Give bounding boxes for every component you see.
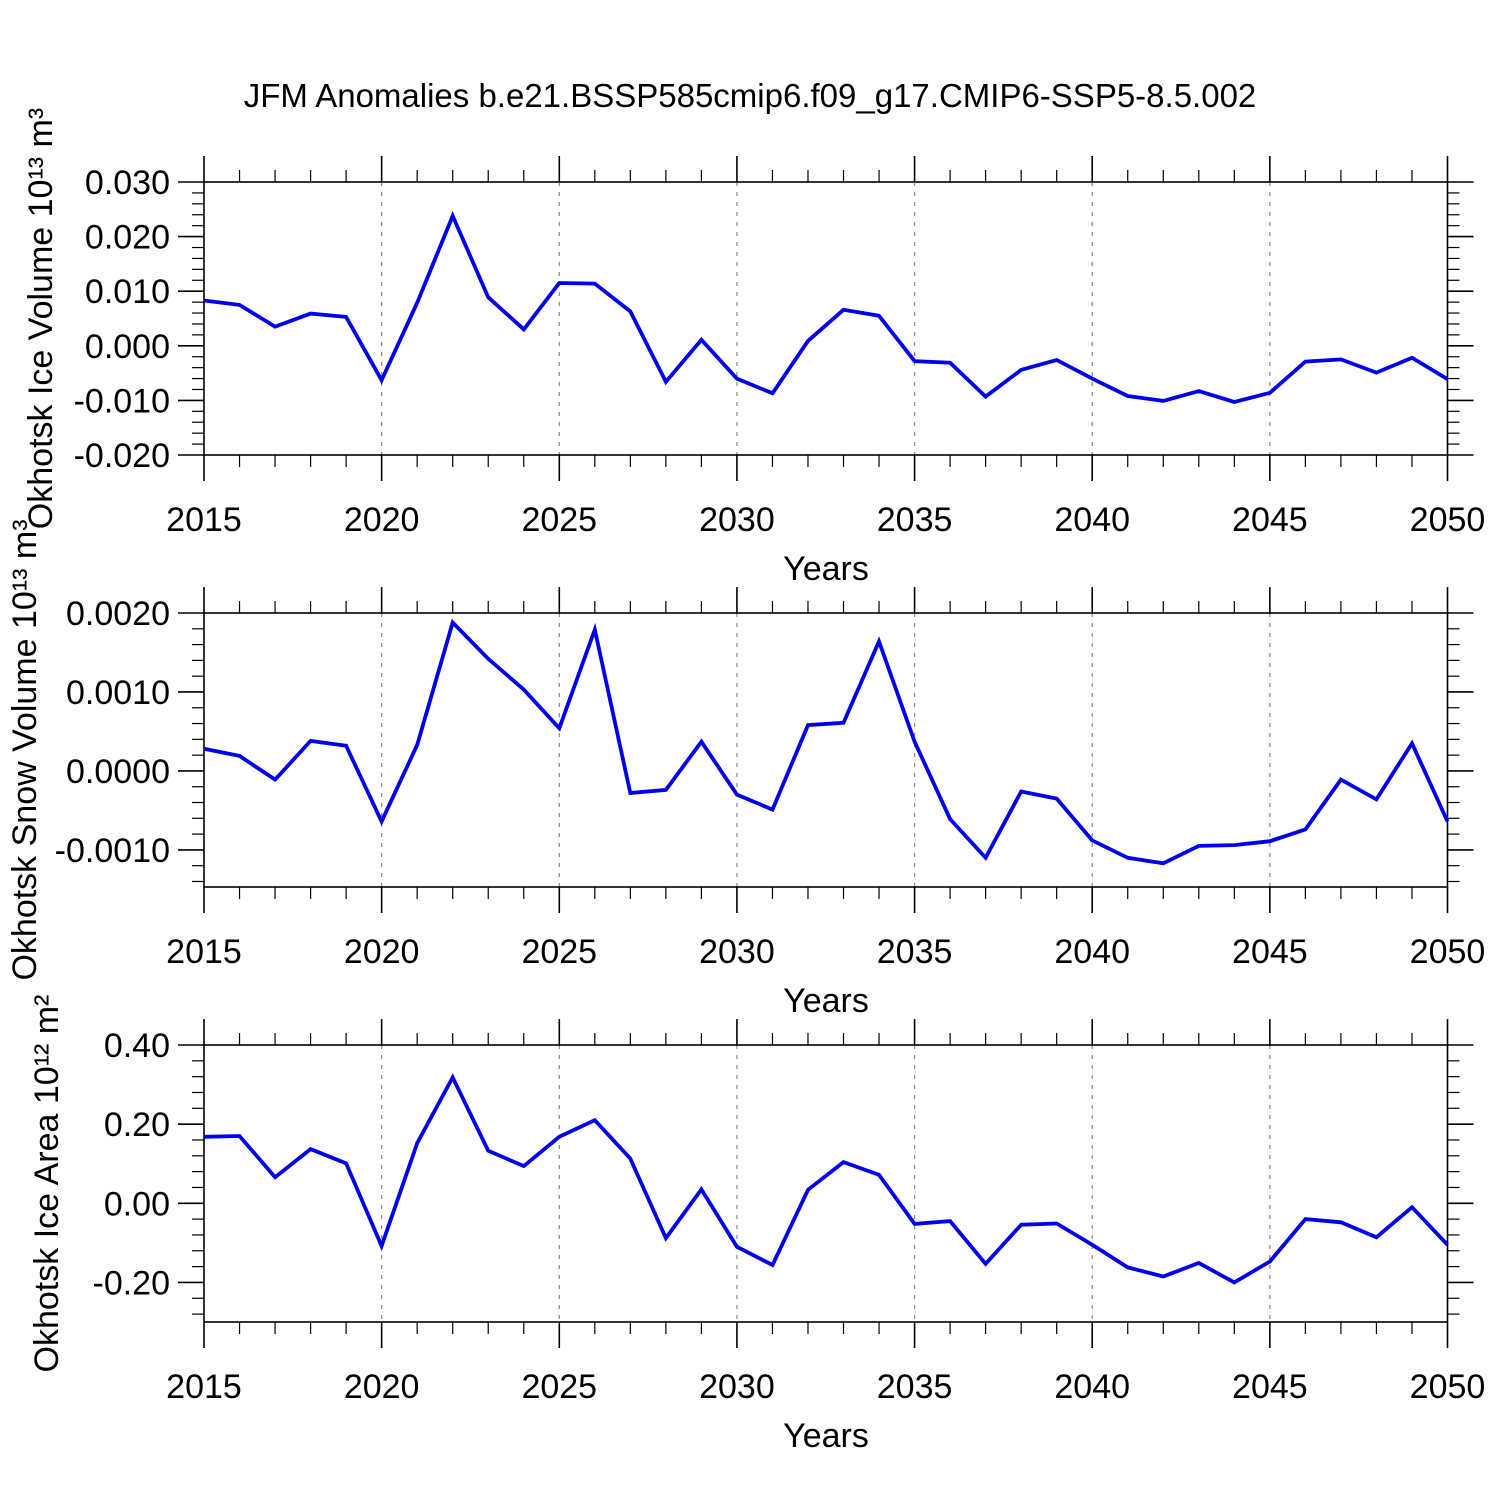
chart-title: JFM Anomalies b.e21.BSSP585cmip6.f09_g17… (244, 77, 1257, 114)
x-axis-title-ice-volume: Years (783, 550, 869, 588)
x-tick-label: 2025 (521, 933, 597, 971)
panel-ice-volume: -0.020 -0.010 0.000 0.010 0.020 0.030 2015 2020… (74, 156, 1486, 539)
x-tick-label: 2025 (521, 1368, 597, 1406)
x-tick-label: 2025 (521, 501, 597, 539)
y-axis-title-ice-volume: Okhotsk Ice Volume 10¹³ m³ (22, 108, 60, 529)
plot-frame (203, 1044, 1449, 1323)
data-line (203, 618, 1450, 866)
x-tick-label: 2045 (1232, 1368, 1308, 1406)
x-tick-label: 2035 (877, 1368, 953, 1406)
x-axis-title-ice-area: Years (783, 1417, 869, 1455)
plot-frame (203, 612, 1449, 888)
x-tick-label: 2040 (1054, 1368, 1130, 1406)
x-tick-label: 2030 (699, 501, 775, 539)
x-tick-label: 2035 (877, 933, 953, 971)
x-tick-label: 2050 (1410, 1368, 1486, 1406)
y-axis-title-snow-volume: Okhotsk Snow Volume 10¹³ m³ (6, 519, 44, 980)
y-tick-label: -0.020 (74, 437, 170, 475)
y-tick-label: 0.020 (85, 219, 170, 257)
x-tick-label: 2020 (344, 1368, 420, 1406)
x-tick-label: 2035 (877, 501, 953, 539)
y-tick-label: -0.0010 (55, 832, 170, 870)
y-tick-label: 0.00 (104, 1185, 170, 1223)
data-line (203, 211, 1449, 404)
x-tick-label: 2050 (1410, 933, 1486, 971)
x-tick-label: 2040 (1054, 501, 1130, 539)
x-tick-label: 2030 (699, 1368, 775, 1406)
y-tick-label: -0.010 (74, 382, 170, 420)
y-tick-label: 0.0000 (66, 753, 170, 791)
x-tick-label: 2045 (1232, 933, 1308, 971)
y-tick-label: 0.40 (104, 1027, 170, 1065)
x-tick-label: 2040 (1054, 933, 1130, 971)
x-tick-label: 2050 (1410, 501, 1486, 539)
x-tick-label: 2015 (166, 933, 242, 971)
y-tick-label: 0.0010 (66, 674, 170, 712)
y-tick-label: 0.010 (85, 273, 170, 311)
x-tick-label: 2015 (166, 1368, 242, 1406)
y-tick-label: 0.0020 (66, 595, 170, 633)
y-tick-label: 0.030 (85, 164, 170, 202)
y-tick-label: -0.20 (93, 1264, 171, 1302)
panel-snow-volume: -0.0010 0.0000 0.0010 0.0020 2015 2020 2025 203… (55, 587, 1486, 971)
x-tick-label: 2020 (344, 501, 420, 539)
y-axis-title-ice-area: Okhotsk Ice Area 10¹² m² (28, 995, 66, 1373)
x-tick-label: 2015 (166, 501, 242, 539)
y-tick-label: 0.20 (104, 1106, 170, 1144)
x-tick-label: 2045 (1232, 501, 1308, 539)
x-axis-title-snow-volume: Years (783, 982, 869, 1020)
data-line (203, 1073, 1449, 1285)
panel-ice-area: -0.20 0.00 0.20 0.40 2015 2020 2025 2030 2035 204… (93, 1019, 1486, 1406)
plot-frame (203, 181, 1449, 456)
y-tick-label: 0.000 (85, 328, 170, 366)
x-tick-label: 2020 (344, 933, 420, 971)
x-tick-label: 2030 (699, 933, 775, 971)
